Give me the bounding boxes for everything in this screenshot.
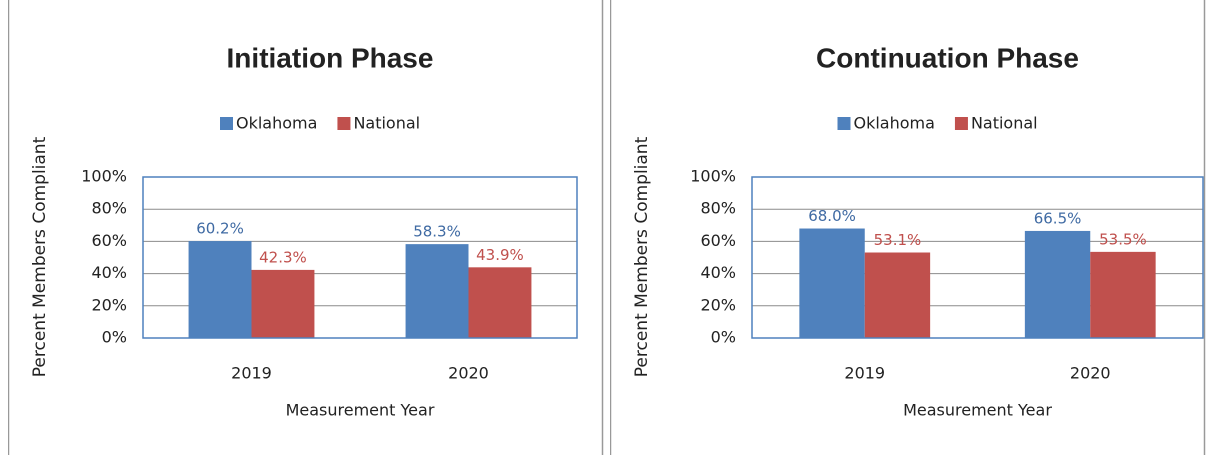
plot-area [142, 176, 578, 339]
y-tick-label: 80% [91, 199, 127, 218]
legend-label: National [971, 114, 1038, 133]
bar [1090, 251, 1156, 338]
chart-title: Continuation Phase [816, 42, 1079, 73]
value-label: 43.9% [476, 246, 524, 264]
bar [251, 269, 315, 338]
y-tick-label: 20% [700, 295, 736, 314]
legend-swatch [954, 117, 968, 130]
y-tick-label: 100% [81, 167, 127, 186]
y-tick-label: 0% [102, 328, 127, 347]
value-label: 66.5% [1034, 209, 1082, 227]
y-tick-label: 40% [700, 263, 736, 282]
value-label: 60.2% [196, 220, 244, 238]
legend-label: Oklahoma [854, 114, 935, 133]
y-tick-label: 40% [91, 263, 127, 282]
value-label: 42.3% [259, 248, 307, 266]
x-axis-title: Measurement Year [903, 401, 1052, 420]
legend-swatch [220, 117, 233, 130]
bar [188, 241, 252, 338]
value-label: 58.3% [413, 223, 461, 241]
plot-area [751, 176, 1204, 339]
chart-panel: Initiation Phase Oklahoma National 0% 20% 40%… [8, 0, 604, 455]
panel-border [610, 0, 1206, 455]
y-tick-label: 0% [711, 328, 736, 347]
y-tick-label: 80% [700, 199, 736, 218]
x-axis-title: Measurement Year [286, 401, 435, 420]
bar [799, 228, 865, 338]
y-tick-label: 20% [91, 295, 127, 314]
x-tick-label: 2019 [844, 364, 885, 383]
y-axis-title: Percent Members Compliant [632, 136, 652, 377]
bar [1024, 230, 1091, 338]
y-axis-title: Percent Members Compliant [30, 136, 50, 377]
bar [405, 244, 469, 338]
bar [864, 252, 931, 338]
legend-swatch [837, 117, 851, 130]
legend-label: Oklahoma [236, 114, 317, 133]
y-tick-label: 60% [700, 231, 736, 250]
y-tick-label: 60% [91, 231, 127, 250]
value-label: 53.5% [1099, 230, 1147, 248]
bar [468, 267, 532, 338]
x-tick-label: 2020 [1070, 364, 1111, 383]
panel-border [8, 0, 604, 455]
x-tick-label: 2020 [448, 364, 489, 383]
chart-panel: Continuation Phase Oklahoma National 0% 20% 4… [610, 0, 1206, 455]
value-label: 53.1% [874, 231, 922, 249]
chart-title: Initiation Phase [227, 42, 434, 73]
y-tick-label: 100% [690, 167, 736, 186]
legend-label: National [353, 114, 420, 133]
value-label: 68.0% [808, 207, 856, 225]
x-tick-label: 2019 [231, 364, 272, 383]
legend-swatch [337, 117, 351, 130]
